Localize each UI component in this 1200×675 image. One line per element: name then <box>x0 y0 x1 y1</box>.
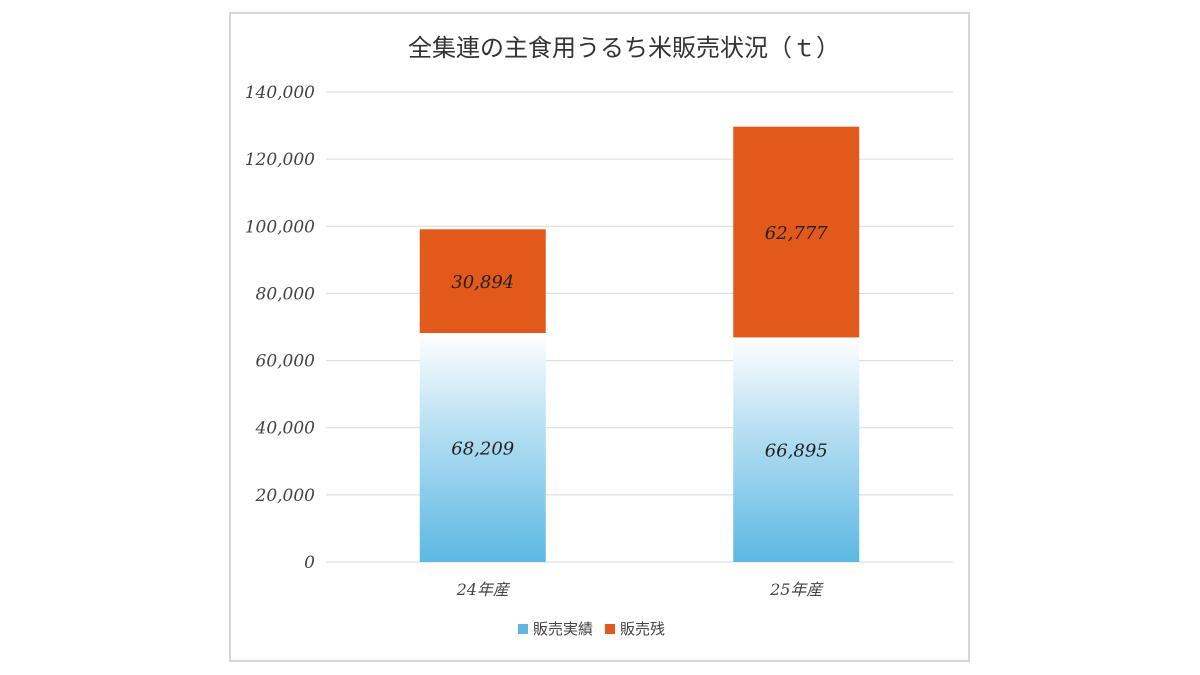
data-labels-layer: 68,209 30,894 66,895 62,777 <box>451 223 828 462</box>
data-label: 66,895 <box>765 441 828 462</box>
x-tick-label: 25年産 <box>769 580 824 599</box>
chart-svg: 全集連の主食用うるち米販売状況（ｔ） 0 20,000 40,000 60,000 80… <box>245 34 953 638</box>
bar-segment-sales <box>733 337 860 562</box>
legend-swatch-remaining <box>605 624 615 634</box>
y-tick-label: 140,000 <box>245 83 315 103</box>
y-tick-label: 80,000 <box>256 284 316 304</box>
bars-layer <box>419 126 860 562</box>
bar-segment-remaining <box>733 126 860 338</box>
legend-swatch-sales <box>518 624 528 634</box>
y-tick-label: 20,000 <box>255 486 316 506</box>
legend-label: 販売残 <box>620 620 665 638</box>
y-tick-label: 100,000 <box>245 217 315 237</box>
x-axis-ticks: 24年産 25年産 <box>456 580 825 599</box>
data-label: 30,894 <box>451 272 514 293</box>
x-tick-label: 24年産 <box>456 580 511 599</box>
y-tick-label: 40,000 <box>255 419 316 439</box>
y-tick-label: 120,000 <box>245 150 315 170</box>
chart-title: 全集連の主食用うるち米販売状況（ｔ） <box>408 34 840 62</box>
y-tick-label: 60,000 <box>256 352 316 372</box>
legend-label: 販売実績 <box>533 620 593 638</box>
legend: 販売実績 販売残 <box>518 620 665 638</box>
y-axis-ticks: 0 20,000 40,000 60,000 80,000 100,000 120,000 1… <box>245 83 315 573</box>
bar-segment-remaining <box>419 229 546 334</box>
data-label: 62,777 <box>765 223 829 244</box>
bar-segment-sales <box>419 333 546 562</box>
y-tick-label: 0 <box>304 553 315 573</box>
chart-frame: 全集連の主食用うるち米販売状況（ｔ） 0 20,000 40,000 60,000 80… <box>229 12 970 662</box>
data-label: 68,209 <box>451 439 514 460</box>
